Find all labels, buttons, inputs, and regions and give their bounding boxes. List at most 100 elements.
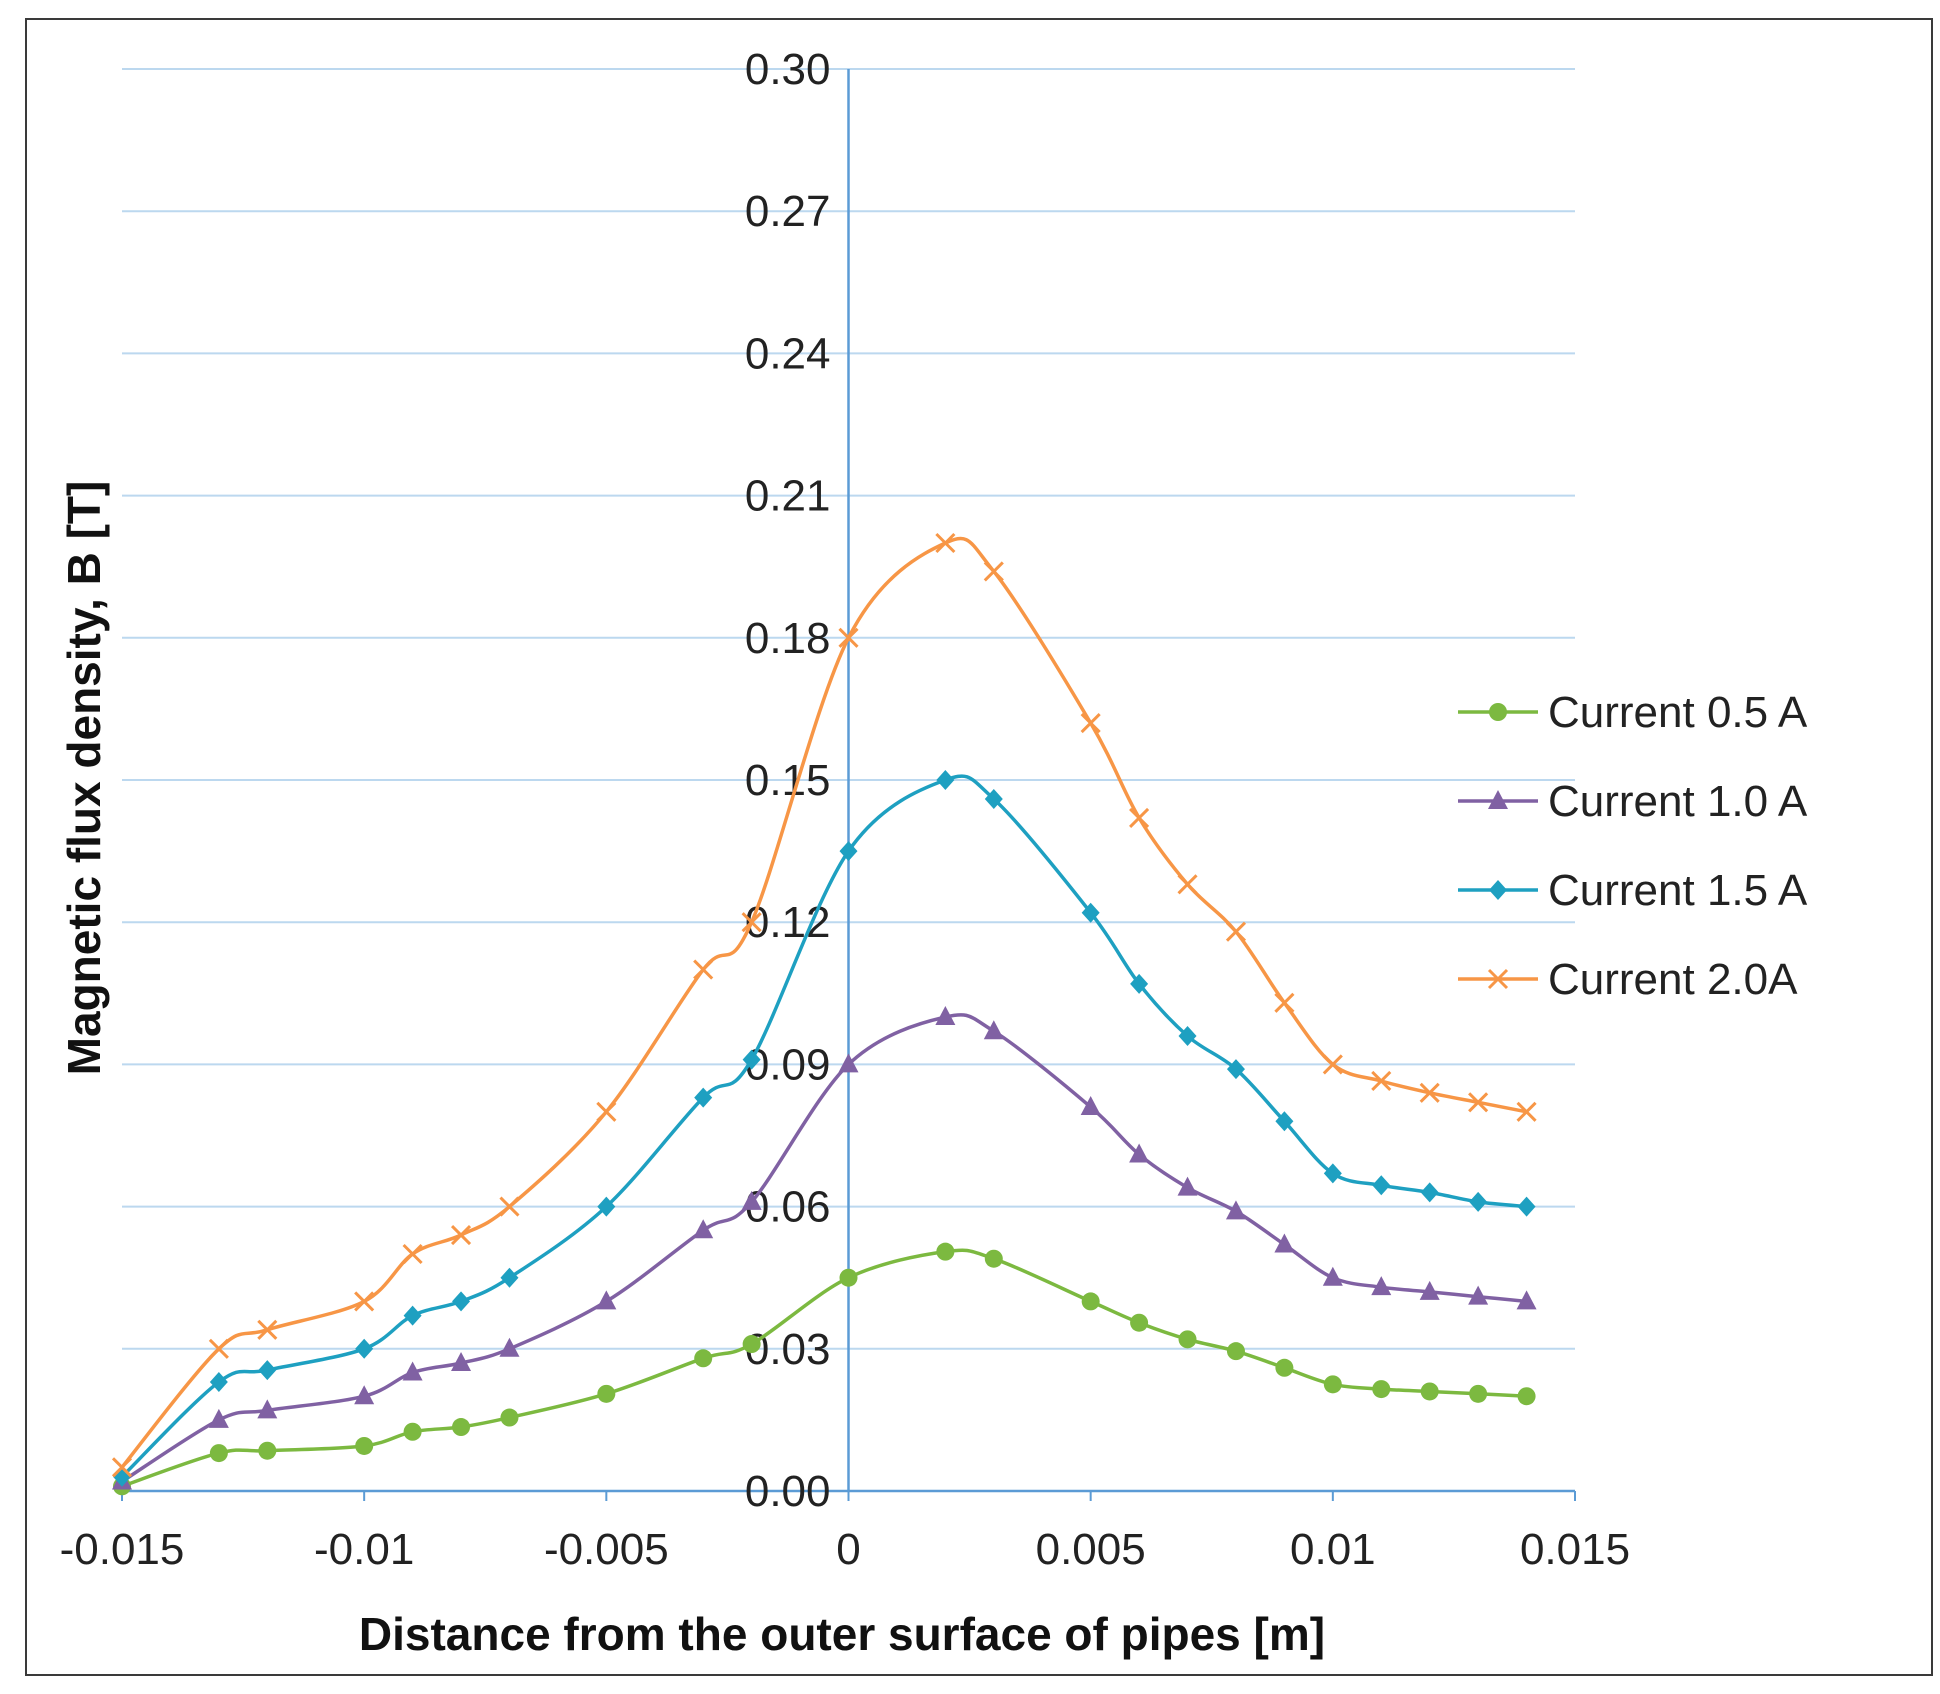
data-point — [1225, 1200, 1246, 1220]
data-point — [596, 1101, 617, 1122]
data-point — [1081, 902, 1100, 923]
data-point — [935, 1006, 956, 1025]
x-tick-label: -0.015 — [60, 1525, 185, 1574]
data-point — [403, 1305, 422, 1326]
data-point — [596, 1290, 617, 1310]
data-point — [936, 1242, 955, 1261]
data-point — [597, 1384, 616, 1403]
data-point — [1129, 807, 1150, 828]
data-point — [1130, 1313, 1149, 1332]
data-point — [1081, 1292, 1100, 1311]
data-point — [1275, 1111, 1294, 1132]
data-point — [838, 1053, 859, 1073]
data-point — [499, 1196, 520, 1217]
x-tick-label: 0.005 — [1036, 1525, 1146, 1574]
data-point — [694, 1349, 713, 1368]
y-tick-label: 0.24 — [745, 329, 831, 378]
legend: Current 0.5 A Current 1.0 A Current 1.5 A C… — [1458, 688, 1808, 1004]
data-point — [452, 1418, 471, 1437]
x-axis — [121, 1489, 1576, 1501]
data-point — [258, 1441, 277, 1460]
data-point — [257, 1399, 278, 1419]
data-point — [1323, 1163, 1342, 1184]
data-point — [1469, 1191, 1488, 1212]
x-tick-label: 0.015 — [1520, 1525, 1630, 1574]
y-tick-label: 0.27 — [745, 187, 831, 236]
data-point — [258, 1360, 277, 1381]
x-tick-label: -0.005 — [544, 1525, 669, 1574]
data-point — [1517, 1196, 1536, 1217]
data-point — [1419, 1280, 1440, 1300]
data-point — [1225, 921, 1247, 942]
x-tick-label: -0.01 — [314, 1525, 414, 1574]
data-point — [741, 1190, 762, 1210]
data-point — [452, 1291, 471, 1312]
series-line — [120, 774, 1527, 1479]
data-point — [1322, 1054, 1343, 1075]
y-axis-title: Magnetic flux density, B [T] — [58, 481, 110, 1076]
data-point — [1372, 1380, 1391, 1399]
y-tick-label: 0.15 — [745, 756, 831, 805]
data-point — [839, 1268, 858, 1287]
data-point — [1178, 1330, 1197, 1349]
data-point — [693, 1219, 714, 1239]
legend-item: Current 1.0 A — [1458, 777, 1808, 826]
data-point — [402, 1243, 423, 1265]
series-current-0-5-a — [113, 1242, 1536, 1496]
legend-label: Current 1.0 A — [1548, 777, 1808, 826]
y-tick-labels: 0.000.030.060.090.120.150.180.210.240.27… — [745, 45, 831, 1516]
data-point — [209, 1444, 228, 1463]
x-tick-label: 0 — [836, 1525, 860, 1574]
data-point — [1468, 1092, 1489, 1113]
data-point — [984, 788, 1003, 809]
data-point — [1275, 1358, 1294, 1377]
data-point — [208, 1408, 229, 1428]
series-layer — [111, 532, 1537, 1496]
data-point — [500, 1408, 519, 1427]
data-point — [1274, 992, 1295, 1013]
data-point — [208, 1338, 229, 1359]
data-point — [354, 1385, 375, 1405]
data-point — [1080, 713, 1101, 734]
data-point — [403, 1422, 422, 1441]
data-point — [1516, 1290, 1537, 1310]
data-point — [1322, 1266, 1343, 1286]
data-point — [402, 1361, 423, 1381]
legend-marker — [1489, 703, 1507, 721]
legend-marker — [1488, 790, 1508, 809]
data-point — [500, 1267, 519, 1288]
x-tick-label: 0.01 — [1290, 1525, 1376, 1574]
data-point — [111, 1457, 133, 1478]
legend-item: Current 2.0A — [1458, 955, 1798, 1004]
data-point — [1516, 1101, 1537, 1122]
data-point — [1323, 1375, 1342, 1394]
data-point — [355, 1436, 374, 1455]
data-point — [499, 1337, 520, 1357]
data-point — [693, 959, 714, 980]
series-current-2-0a — [111, 532, 1537, 1478]
legend-marker — [1487, 968, 1509, 990]
data-point — [209, 1371, 228, 1392]
y-tick-label: 0.03 — [745, 1325, 831, 1374]
legend-label: Current 2.0A — [1548, 955, 1798, 1004]
series-current-1-5-a — [113, 770, 1536, 1487]
data-point — [1080, 1096, 1101, 1116]
y-tick-label: 0.00 — [745, 1467, 831, 1516]
series-current-1-0-a — [112, 1006, 1537, 1490]
data-point — [355, 1338, 374, 1359]
data-point — [694, 1087, 713, 1108]
data-point — [983, 1020, 1004, 1040]
legend-item: Current 0.5 A — [1458, 688, 1808, 737]
data-point — [451, 1352, 472, 1372]
data-point — [1419, 1082, 1440, 1103]
data-point — [1468, 1285, 1489, 1305]
y-tick-label: 0.21 — [745, 472, 831, 521]
series-line — [120, 536, 1527, 1469]
data-point — [984, 1249, 1003, 1268]
data-point — [257, 1319, 278, 1340]
data-point — [1371, 1070, 1392, 1092]
data-point — [838, 627, 859, 648]
data-point — [1177, 1176, 1198, 1196]
legend-label: Current 1.5 A — [1548, 866, 1808, 915]
data-point — [742, 1049, 761, 1070]
